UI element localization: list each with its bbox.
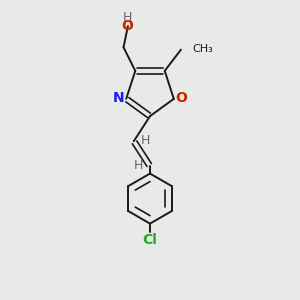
Text: O: O bbox=[122, 19, 133, 32]
Text: H: H bbox=[134, 159, 143, 172]
Text: H: H bbox=[123, 11, 132, 24]
Text: H: H bbox=[140, 134, 150, 147]
Text: CH₃: CH₃ bbox=[192, 44, 213, 54]
Text: Cl: Cl bbox=[142, 233, 158, 247]
Text: N: N bbox=[113, 91, 124, 105]
Text: O: O bbox=[176, 91, 188, 105]
